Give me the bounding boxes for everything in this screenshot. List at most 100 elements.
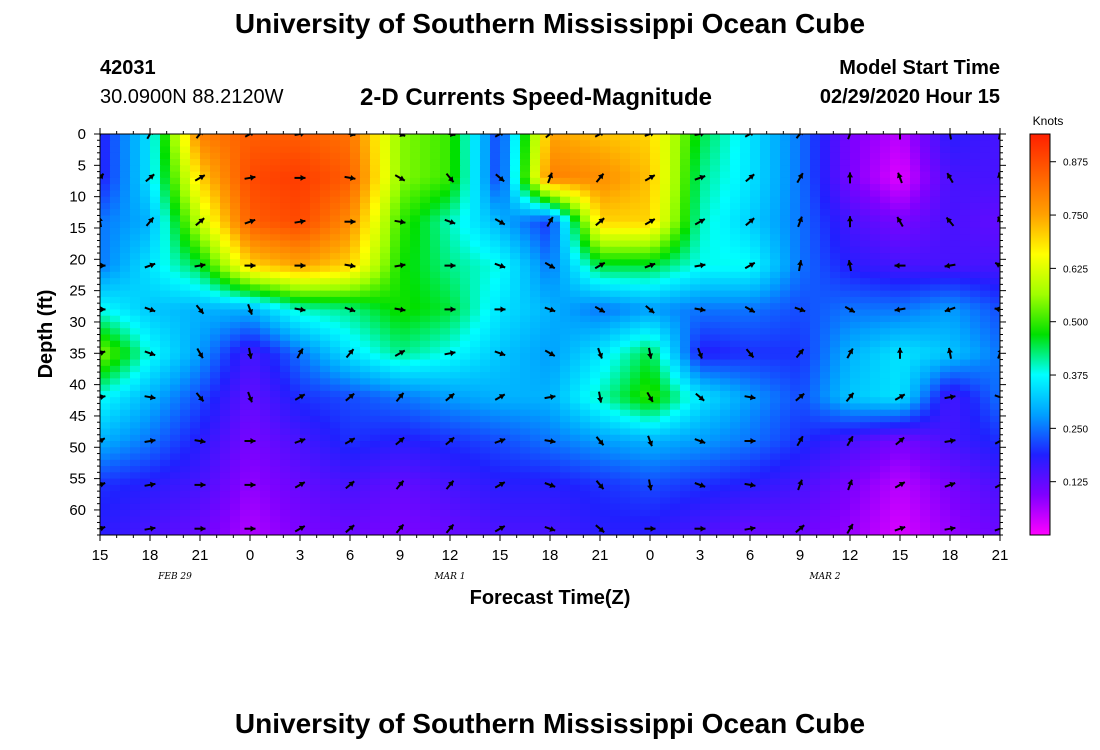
heatmap-cell: [240, 334, 251, 342]
heatmap-cell: [110, 303, 121, 311]
heatmap-cell: [940, 234, 951, 242]
heatmap-cell: [690, 409, 701, 417]
heatmap-cell: [910, 246, 921, 254]
heatmap-cell: [960, 259, 971, 267]
heatmap-cell: [310, 152, 321, 160]
heatmap-cell: [970, 246, 981, 254]
heatmap-cell: [910, 403, 921, 411]
heatmap-cell: [440, 240, 451, 248]
heatmap-cell: [340, 422, 351, 430]
heatmap-cell: [460, 334, 471, 342]
heatmap-cell: [740, 221, 751, 229]
heatmap-cell: [310, 428, 321, 436]
heatmap-cell: [900, 328, 911, 336]
heatmap-cell: [250, 422, 261, 430]
heatmap-cell: [500, 265, 511, 273]
heatmap-cell: [710, 303, 721, 311]
heatmap-cell: [430, 253, 441, 260]
heatmap-cell: [720, 459, 731, 467]
heatmap-cell: [250, 265, 261, 273]
heatmap-cell: [900, 171, 911, 179]
heatmap-cell: [730, 397, 741, 405]
heatmap-cell: [340, 196, 351, 204]
heatmap-cell: [610, 453, 621, 461]
heatmap-cell: [780, 278, 791, 285]
heatmap-cell: [300, 347, 311, 354]
heatmap-cell: [920, 284, 931, 292]
heatmap-cell: [400, 265, 411, 273]
heatmap-cell: [300, 415, 311, 423]
heatmap-cell: [470, 403, 481, 411]
heatmap-cell: [400, 303, 411, 311]
heatmap-cell: [190, 390, 201, 398]
heatmap-cell: [910, 215, 921, 223]
heatmap-cell: [860, 353, 871, 361]
heatmap-cell: [750, 384, 761, 392]
heatmap-cell: [750, 459, 761, 467]
heatmap-cell: [970, 202, 981, 210]
heatmap-cell: [940, 209, 951, 217]
heatmap-cell: [650, 315, 661, 323]
heatmap-cell: [150, 397, 161, 405]
heatmap-cell: [330, 466, 341, 473]
heatmap-cell: [150, 221, 161, 229]
heatmap-cell: [560, 284, 571, 292]
heatmap-cell: [600, 441, 611, 448]
heatmap-cell: [710, 171, 721, 179]
heatmap-cell: [710, 403, 721, 411]
heatmap-cell: [510, 303, 521, 311]
heatmap-cell: [210, 152, 221, 160]
heatmap-cell: [430, 434, 441, 442]
heatmap-cell: [800, 447, 811, 455]
heatmap-cell: [890, 447, 901, 455]
heatmap-cell: [390, 334, 401, 342]
heatmap-cell: [240, 422, 251, 430]
heatmap-cell: [260, 152, 271, 160]
heatmap-cell: [330, 403, 341, 411]
heatmap-cell: [470, 271, 481, 279]
heatmap-cell: [110, 403, 121, 411]
heatmap-cell: [290, 347, 301, 354]
heatmap-cell: [640, 140, 651, 148]
heatmap-cell: [700, 403, 711, 411]
heatmap-cell: [930, 365, 941, 373]
heatmap-cell: [530, 321, 541, 329]
heatmap-cell: [870, 278, 881, 285]
heatmap-cell: [870, 303, 881, 311]
heatmap-cell: [820, 259, 831, 267]
heatmap-cell: [720, 146, 731, 154]
heatmap-cell: [640, 278, 651, 285]
heatmap-cell: [980, 384, 991, 392]
heatmap-cell: [130, 397, 141, 405]
heatmap-cell: [770, 453, 781, 461]
heatmap-cell: [570, 415, 581, 423]
heatmap-cell: [850, 146, 861, 154]
heatmap-cell: [760, 177, 771, 185]
heatmap-cell: [380, 159, 391, 166]
heatmap-cell: [190, 253, 201, 260]
heatmap-cell: [880, 441, 891, 448]
heatmap-cell: [810, 290, 821, 298]
heatmap-cell: [220, 422, 231, 430]
heatmap-cell: [930, 227, 941, 235]
heatmap-cell: [530, 209, 541, 217]
heatmap-cell: [210, 434, 221, 442]
heatmap-cell: [810, 353, 821, 361]
heatmap-cell: [100, 259, 111, 267]
heatmap-cell: [310, 459, 321, 467]
heatmap-cell: [260, 334, 271, 342]
heatmap-cell: [500, 240, 511, 248]
heatmap-cell: [300, 409, 311, 417]
heatmap-cell: [740, 140, 751, 148]
heatmap-cell: [700, 296, 711, 304]
heatmap-cell: [300, 227, 311, 235]
heatmap-cell: [340, 328, 351, 336]
heatmap-cell: [420, 372, 431, 379]
heatmap-cell: [270, 334, 281, 342]
heatmap-cell: [620, 441, 631, 448]
heatmap-cell: [550, 472, 561, 480]
heatmap-cell: [150, 409, 161, 417]
heatmap-cell: [870, 202, 881, 210]
heatmap-cell: [540, 378, 551, 386]
heatmap-cell: [310, 165, 321, 173]
